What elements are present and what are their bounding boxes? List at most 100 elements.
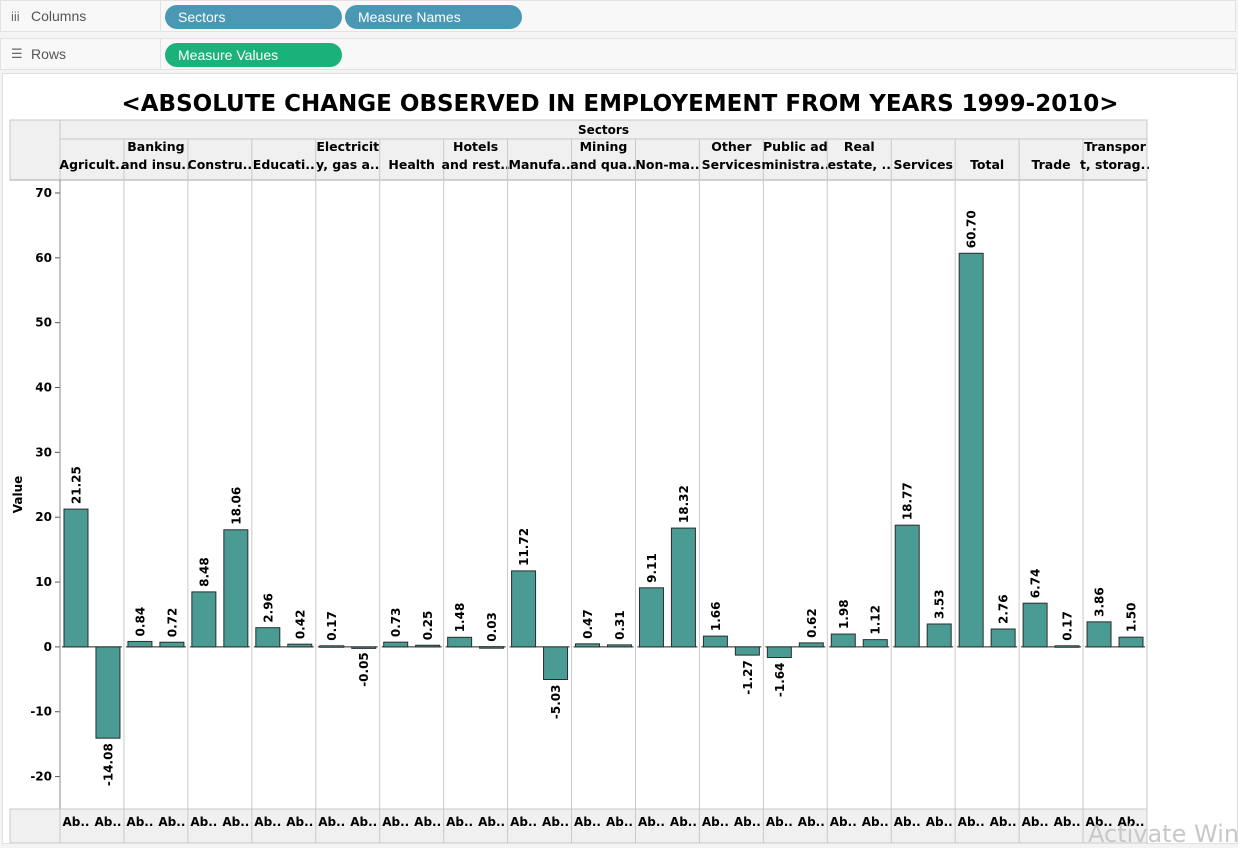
- y-tick-label: -20: [30, 770, 52, 784]
- bar: [287, 643, 313, 648]
- measure-name-label: Ab..: [478, 815, 505, 829]
- bar: [319, 645, 345, 648]
- sector-label-line1: Hotels: [453, 139, 498, 154]
- data-label: 0.42: [293, 610, 307, 640]
- sector-label: Educati..: [253, 157, 315, 172]
- sector-label-line1: Electricit: [316, 139, 379, 154]
- data-label: 2.96: [261, 593, 275, 623]
- y-tick-label: 70: [35, 186, 52, 200]
- measure-name-label: Ab..: [1118, 815, 1145, 829]
- measure-name-label: Ab..: [734, 815, 761, 829]
- bar: [447, 636, 473, 648]
- data-label: 1.48: [453, 603, 467, 633]
- measure-values-pill[interactable]: Measure Values: [165, 43, 342, 67]
- bar: [415, 644, 441, 648]
- sector-label: Services: [894, 157, 953, 172]
- measure-name-label: Ab..: [510, 815, 537, 829]
- chart-panel: <ABSOLUTE CHANGE OBSERVED IN EMPLOYEMENT…: [2, 73, 1238, 844]
- rows-shelf-label: ☰ Rows: [1, 39, 161, 69]
- data-label: 0.31: [613, 610, 627, 640]
- bar: [1086, 621, 1112, 648]
- data-label: 0.03: [485, 612, 499, 642]
- sectors-pill[interactable]: Sectors: [165, 5, 342, 29]
- data-label: 0.72: [165, 608, 179, 638]
- bar: [894, 524, 920, 648]
- measure-name-label: Ab..: [446, 815, 473, 829]
- measure-name-label: Ab..: [926, 815, 953, 829]
- data-label: -1.27: [741, 660, 755, 695]
- measure-name-label: Ab..: [222, 815, 249, 829]
- activate-windows-watermark: Activate Wind: [1088, 820, 1238, 848]
- sector-label: Non-ma..: [635, 157, 699, 172]
- bar: [159, 641, 185, 648]
- bar: [255, 627, 281, 648]
- measure-name-label: Ab..: [766, 815, 793, 829]
- sector-label-line2: and insu..: [121, 157, 191, 172]
- data-label: 0.25: [421, 611, 435, 641]
- data-label: 21.25: [69, 466, 83, 504]
- data-label: 6.74: [1029, 569, 1043, 599]
- sector-label: Health: [388, 157, 435, 172]
- measure-name-label: Ab..: [350, 815, 377, 829]
- bar: [1118, 636, 1144, 648]
- columns-shelf[interactable]: iii Columns Sectors Measure Names: [0, 0, 1236, 32]
- measure-name-label: Ab..: [254, 815, 281, 829]
- y-axis-label: Value: [11, 476, 25, 514]
- data-label: 18.32: [677, 485, 691, 523]
- data-label: -5.03: [549, 685, 563, 720]
- bar: [191, 591, 217, 648]
- axis-column: [10, 180, 60, 809]
- measure-name-label: Ab..: [1022, 815, 1049, 829]
- bar: [223, 529, 249, 648]
- measure-name-label: Ab..: [382, 815, 409, 829]
- bar: [383, 641, 409, 648]
- measure-name-label: Ab..: [94, 815, 121, 829]
- measure-name-label: Ab..: [574, 815, 601, 829]
- sector-label: Manufa..: [509, 157, 571, 172]
- bottom-header-background: [9, 808, 1148, 843]
- rows-label-text: Rows: [31, 46, 67, 62]
- bar: [798, 642, 824, 648]
- sector-label-line1: Other: [711, 139, 752, 154]
- data-label: 3.53: [933, 589, 947, 619]
- measure-name-label: Ab..: [894, 815, 921, 829]
- bar: [63, 508, 89, 648]
- sector-label-line2: and qua..: [570, 157, 636, 172]
- sectors-header: Sectors: [578, 123, 629, 137]
- data-label: 3.86: [1093, 587, 1107, 617]
- sector-label-line2: t, storag..: [1080, 157, 1150, 172]
- y-tick-label: 10: [35, 575, 52, 589]
- sector-label-line2: ministra..: [761, 157, 829, 172]
- measure-name-label: Ab..: [62, 815, 89, 829]
- measure-name-label: Ab..: [638, 815, 665, 829]
- measure-name-label: Ab..: [542, 815, 569, 829]
- bar: [351, 646, 377, 649]
- data-label: 18.06: [229, 487, 243, 525]
- measure-name-label: Ab..: [158, 815, 185, 829]
- y-tick-label: 50: [35, 316, 52, 330]
- sector-label-line1: Mining: [580, 139, 628, 154]
- data-label: -1.64: [773, 663, 787, 698]
- measure-name-label: Ab..: [830, 815, 857, 829]
- bar: [766, 646, 792, 659]
- measure-name-label: Ab..: [702, 815, 729, 829]
- measure-name-label: Ab..: [670, 815, 697, 829]
- data-label: 0.17: [325, 611, 339, 641]
- bar: [127, 640, 153, 648]
- bar: [862, 639, 888, 648]
- data-label: 18.77: [901, 482, 915, 520]
- bar: [638, 587, 664, 648]
- bar: [479, 646, 505, 649]
- data-label: 9.11: [645, 553, 659, 583]
- data-label: -0.05: [357, 652, 371, 687]
- measure-name-label: Ab..: [862, 815, 889, 829]
- data-label: 60.70: [965, 210, 979, 248]
- sector-label-line2: estate, ..: [828, 157, 891, 172]
- measure-names-pill[interactable]: Measure Names: [345, 5, 522, 29]
- rows-shelf[interactable]: ☰ Rows Measure Values: [0, 38, 1236, 70]
- sector-label-line2: Services: [702, 157, 761, 172]
- bar: [830, 633, 856, 648]
- sector-label: Total: [970, 157, 1004, 172]
- measure-name-label: Ab..: [990, 815, 1017, 829]
- data-label: 0.84: [133, 607, 147, 637]
